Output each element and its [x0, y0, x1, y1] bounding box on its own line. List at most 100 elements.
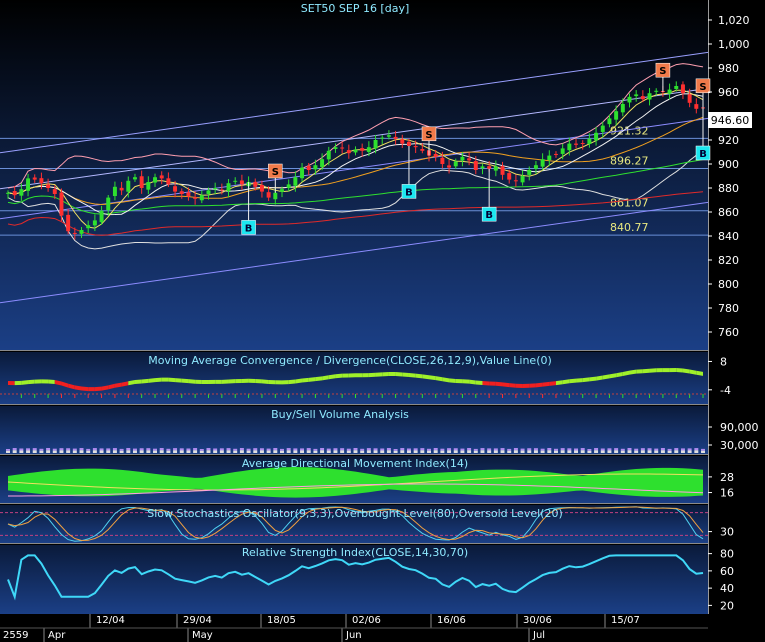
price-tick-label: 900: [718, 158, 739, 171]
macd-title: Moving Average Convergence / Divergence(…: [148, 354, 552, 367]
price-tick-label: 820: [718, 254, 739, 267]
sell-volume-bar: [527, 448, 532, 451]
candle-body: [159, 175, 164, 179]
buy-volume-bar: [259, 450, 264, 453]
macd-segment: [368, 372, 376, 378]
candle-body: [86, 225, 91, 229]
price-axis: 7607808008208408608809009209409609801,00…: [708, 14, 759, 612]
macd-segment: [275, 380, 282, 385]
buy-volume-bar: [560, 450, 565, 453]
buy-volume-bar: [480, 450, 485, 453]
macd-segment: [94, 386, 102, 392]
sell-volume-bar: [406, 448, 411, 451]
candle-body: [19, 189, 24, 196]
sell-volume-bar: [380, 448, 385, 451]
buy-volume-bar: [39, 450, 44, 453]
sub-tick-label: 16: [720, 487, 734, 500]
buy-volume-bar: [647, 450, 652, 453]
macd-segment: [502, 382, 510, 388]
candle-body: [674, 86, 679, 89]
candle-body: [59, 192, 64, 216]
sell-volume-bar: [206, 448, 211, 451]
sell-volume-bar: [259, 448, 264, 451]
candle-body: [493, 166, 498, 171]
candle-body: [132, 177, 137, 180]
sub-tick-label: 90,000: [720, 421, 759, 434]
price-chart: 921.32 896.27 861.07 840.77 S S S S B B B B: [0, 51, 711, 304]
candle-body: [273, 192, 278, 200]
buy-volume-bar: [694, 450, 699, 453]
sell-volume-bar: [326, 448, 331, 451]
candle-body: [346, 150, 351, 154]
sell-volume-bar: [580, 448, 585, 451]
sell-volume-bar: [52, 448, 57, 451]
sell-volume-bar: [346, 448, 351, 451]
buy-volume-bar: [126, 450, 131, 453]
macd-segment: [462, 379, 470, 384]
sell-volume-bar: [246, 448, 251, 451]
buy-volume-bar: [687, 450, 692, 453]
candle-body: [640, 96, 645, 100]
bollinger-upper: [7, 63, 704, 189]
candle-body: [634, 94, 639, 97]
sell-volume-bar: [119, 448, 124, 451]
buy-volume-bar: [266, 450, 271, 453]
sell-volume-bar: [654, 448, 659, 451]
buy-volume-bar: [433, 450, 438, 453]
buy-volume-bar: [246, 450, 251, 453]
macd-segment: [281, 380, 289, 385]
macd-segment: [255, 378, 262, 384]
sell-volume-bar: [266, 448, 271, 451]
date-label: 29/04: [183, 615, 212, 626]
buy-volume-bar: [634, 450, 639, 453]
stochastic-chart: [0, 506, 708, 542]
sell-volume-bar: [567, 448, 572, 451]
macd-segment: [596, 375, 603, 381]
sell-volume-bar: [540, 448, 545, 451]
macd-segment: [689, 369, 697, 375]
signal-label: B: [245, 223, 253, 234]
sell-volume-bar: [26, 448, 31, 451]
buy-volume-bar: [513, 450, 518, 453]
macd-segment: [181, 378, 189, 384]
signal-label: S: [272, 167, 279, 178]
macd-segment: [208, 379, 216, 384]
adx-chart: [7, 467, 704, 498]
candle-body: [413, 146, 418, 148]
buy-volume-bar: [199, 450, 204, 453]
candle-body: [620, 104, 625, 113]
candle-body: [614, 111, 619, 120]
candle-body: [440, 157, 445, 164]
candle-body: [420, 148, 425, 151]
buy-volume-bar: [286, 450, 291, 453]
buy-volume-bar: [660, 450, 665, 453]
sell-volume-bar: [293, 448, 298, 451]
sell-volume-bar: [453, 448, 458, 451]
price-tick-label: 960: [718, 86, 739, 99]
buy-volume-bar: [406, 450, 411, 453]
sell-volume-bar: [393, 448, 398, 451]
candle-body: [567, 143, 572, 151]
macd-segment: [248, 378, 256, 383]
buy-volume-bar: [386, 450, 391, 453]
sell-volume-bar: [413, 448, 418, 451]
macd-segment: [302, 377, 309, 383]
buy-volume-bar: [92, 450, 97, 453]
macd-segment: [515, 383, 523, 389]
level-label: 921.32: [610, 124, 649, 137]
buy-volume-bar: [179, 450, 184, 453]
buy-volume-bar: [326, 450, 331, 453]
candle-body: [179, 191, 184, 194]
level-label: 840.77: [610, 221, 649, 234]
sell-signal: [695, 78, 711, 94]
sell-volume-bar: [513, 448, 518, 451]
sell-volume-bar: [680, 448, 685, 451]
buy-volume-bar: [293, 450, 298, 453]
buy-volume-bar: [173, 450, 178, 453]
candle-body: [360, 148, 365, 151]
macd-segment: [509, 383, 516, 388]
macd-segment: [348, 373, 356, 378]
sell-volume-bar: [627, 448, 632, 451]
macd-segment: [195, 379, 202, 385]
macd-segment: [529, 383, 536, 388]
